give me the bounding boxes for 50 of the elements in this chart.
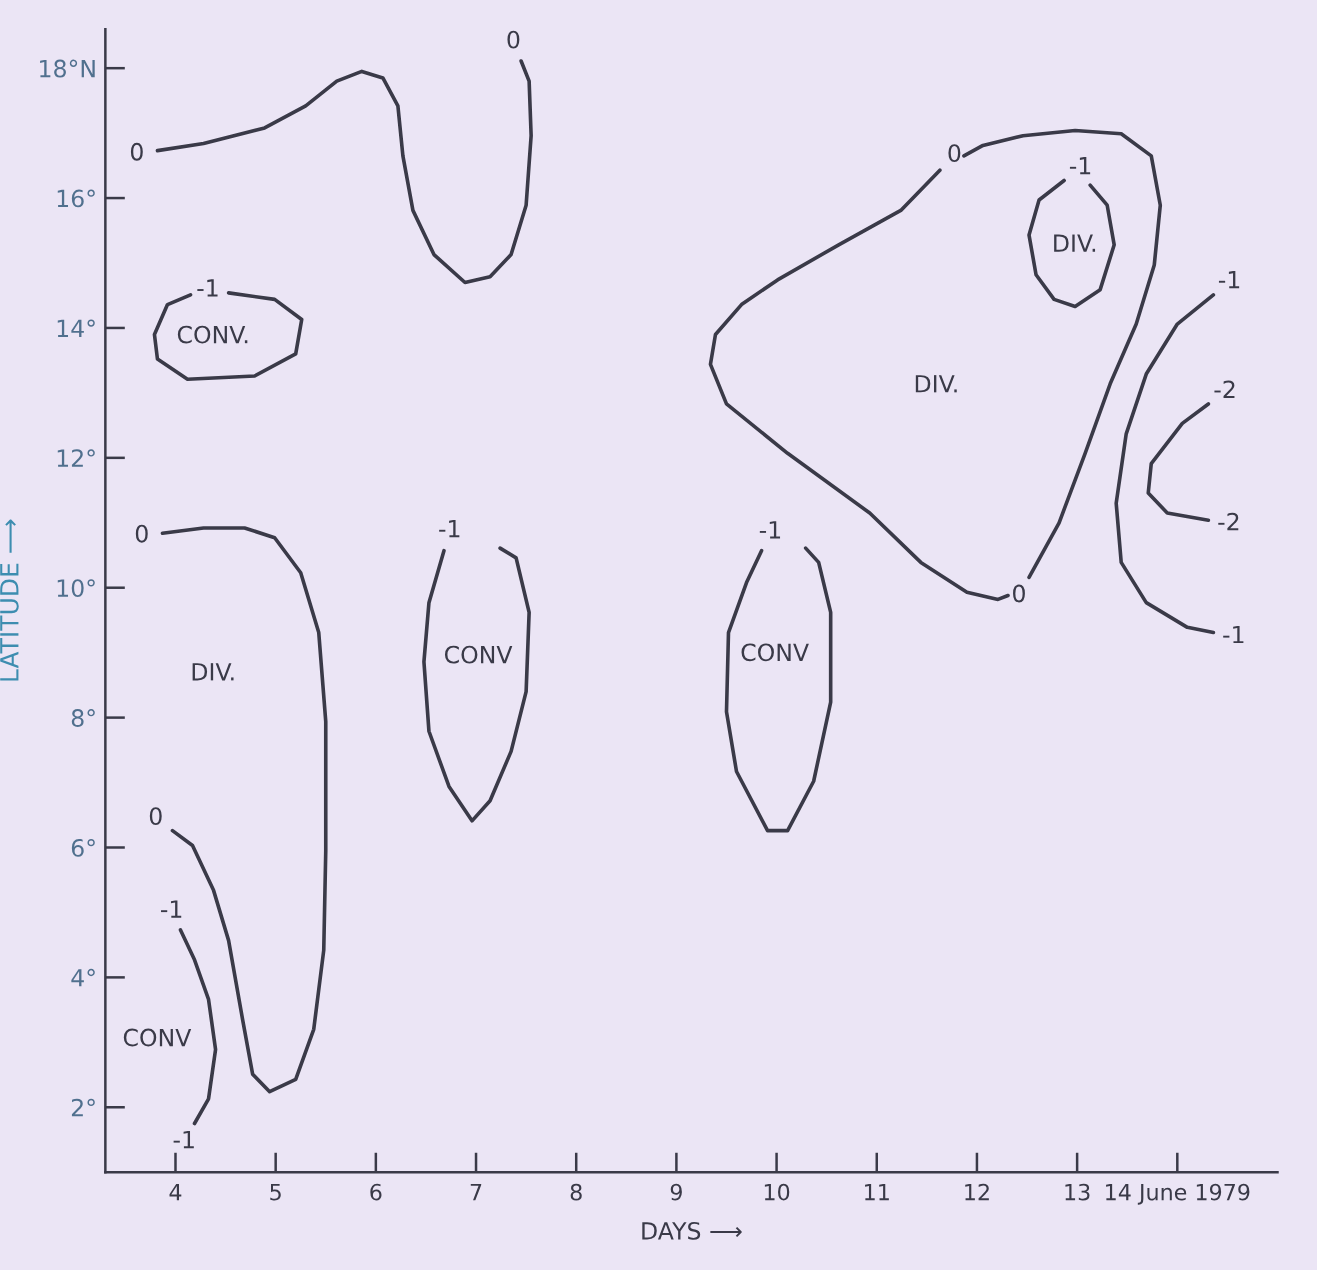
series-label: -2 — [1214, 380, 1235, 398]
series-label: 0 — [507, 30, 520, 49]
line-series — [1146, 402, 1211, 522]
x-axis-title: DAYS ⟶ — [642, 1221, 742, 1240]
annotation: DIV. — [192, 663, 234, 681]
annotation: CONV. — [177, 325, 248, 344]
x-tick-label: 6 — [370, 1183, 382, 1201]
text: 0 — [1013, 584, 1025, 603]
y-tick-label: 6° — [71, 838, 95, 857]
y-tick-label: 8° — [71, 709, 95, 727]
annotation: CONV — [444, 645, 513, 664]
text: 0 — [130, 142, 143, 161]
y-tick-label: 16° — [57, 189, 95, 208]
x-tick-label: 12 — [965, 1183, 989, 1201]
x-tick-label: 11 — [865, 1184, 889, 1201]
x-tick-label: 14 June 1979 — [1106, 1183, 1250, 1205]
series-label: 0 — [948, 144, 961, 163]
x-tick-label: 13 — [1065, 1183, 1090, 1201]
annotation: DIV. — [1054, 234, 1096, 252]
text: -2 — [1218, 512, 1239, 531]
x-tick-label: 7 — [470, 1184, 482, 1201]
series-label: 0 — [149, 807, 162, 826]
line-series — [1114, 293, 1216, 635]
text: -1 — [161, 900, 182, 918]
series-label: -1 — [439, 519, 460, 538]
x-tick-label: 4 — [169, 1184, 182, 1201]
line-series — [1027, 178, 1116, 309]
series-label: -1 — [1218, 271, 1240, 289]
y-axis-title: LATITUDE ⟶ — [0, 519, 19, 681]
y-tick-label: 10° — [57, 579, 95, 598]
line-series — [422, 546, 531, 823]
annotation: CONV — [123, 1028, 192, 1047]
x-tick-label: 10 — [764, 1183, 790, 1201]
text: 0 — [135, 524, 148, 543]
y-tick-label: 18°N — [40, 59, 95, 78]
series-label: -1 — [1069, 157, 1091, 175]
annotation: DIV. — [915, 375, 957, 393]
y-tick-label: 14° — [57, 319, 95, 337]
series-label: -1 — [173, 1130, 194, 1149]
series-label: -1 — [197, 279, 218, 297]
text: -1 — [1223, 625, 1244, 644]
x-tick-label: 9 — [670, 1183, 682, 1201]
y-tick-label: 12° — [57, 449, 95, 467]
x-tick-label: 5 — [270, 1184, 281, 1201]
annotation: CONV — [741, 643, 809, 662]
y-tick-label: 2° — [71, 1098, 95, 1117]
x-tick-label: 8 — [570, 1183, 582, 1201]
line-series — [724, 546, 833, 833]
y-tick-label: 4° — [71, 968, 95, 987]
series-label: -1 — [759, 521, 781, 539]
